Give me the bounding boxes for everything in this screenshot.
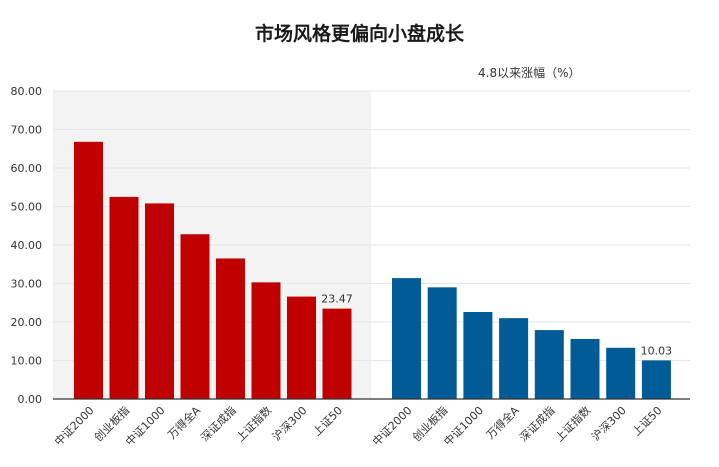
bar <box>606 347 636 399</box>
data-label: 10.03 <box>641 344 673 357</box>
bar <box>322 308 352 399</box>
x-tick-label: 中证1000 <box>441 404 486 449</box>
x-tick-label: 深证成指 <box>198 403 239 444</box>
bar <box>145 203 174 399</box>
bar <box>109 196 139 399</box>
x-tick-label: 中证2000 <box>370 404 415 449</box>
bar <box>251 282 281 399</box>
x-tick-label: 中证1000 <box>123 404 168 449</box>
y-tick-label: 70.00 <box>11 124 43 137</box>
x-tick-label: 深证成指 <box>516 403 557 444</box>
x-tick-label: 万得全A <box>165 403 204 442</box>
chart-subtitle: 4.8以来涨幅（%） <box>478 66 581 80</box>
y-tick-label: 0.00 <box>18 393 43 406</box>
bar <box>463 311 493 399</box>
bar <box>392 278 421 399</box>
bar <box>427 287 457 399</box>
bar <box>499 318 529 399</box>
bar <box>641 360 671 399</box>
x-tick-label: 沪深300 <box>269 403 309 443</box>
x-tick-label: 上证指数 <box>233 403 274 444</box>
chart-title: 市场风格更偏向小盘成长 <box>254 23 464 45</box>
bar <box>216 258 245 399</box>
bar <box>534 330 564 399</box>
y-tick-label: 10.00 <box>11 355 43 368</box>
bar <box>74 141 103 399</box>
x-tick-label: 上证指数 <box>552 403 593 444</box>
bar <box>287 296 316 399</box>
y-tick-label: 30.00 <box>11 278 43 291</box>
x-tick-label: 上证50 <box>630 404 665 439</box>
y-tick-label: 80.00 <box>11 85 43 98</box>
bar <box>180 234 210 399</box>
y-tick-label: 20.00 <box>11 316 43 329</box>
x-tick-label: 中证2000 <box>52 404 97 449</box>
x-tick-label: 沪深300 <box>589 403 629 443</box>
data-label: 23.47 <box>321 293 353 306</box>
y-tick-label: 50.00 <box>11 201 43 214</box>
x-tick-label: 上证50 <box>310 404 345 439</box>
y-tick-label: 40.00 <box>11 239 43 252</box>
x-tick-label: 万得全A <box>483 403 522 442</box>
bar <box>570 338 600 399</box>
y-tick-label: 60.00 <box>11 162 43 175</box>
